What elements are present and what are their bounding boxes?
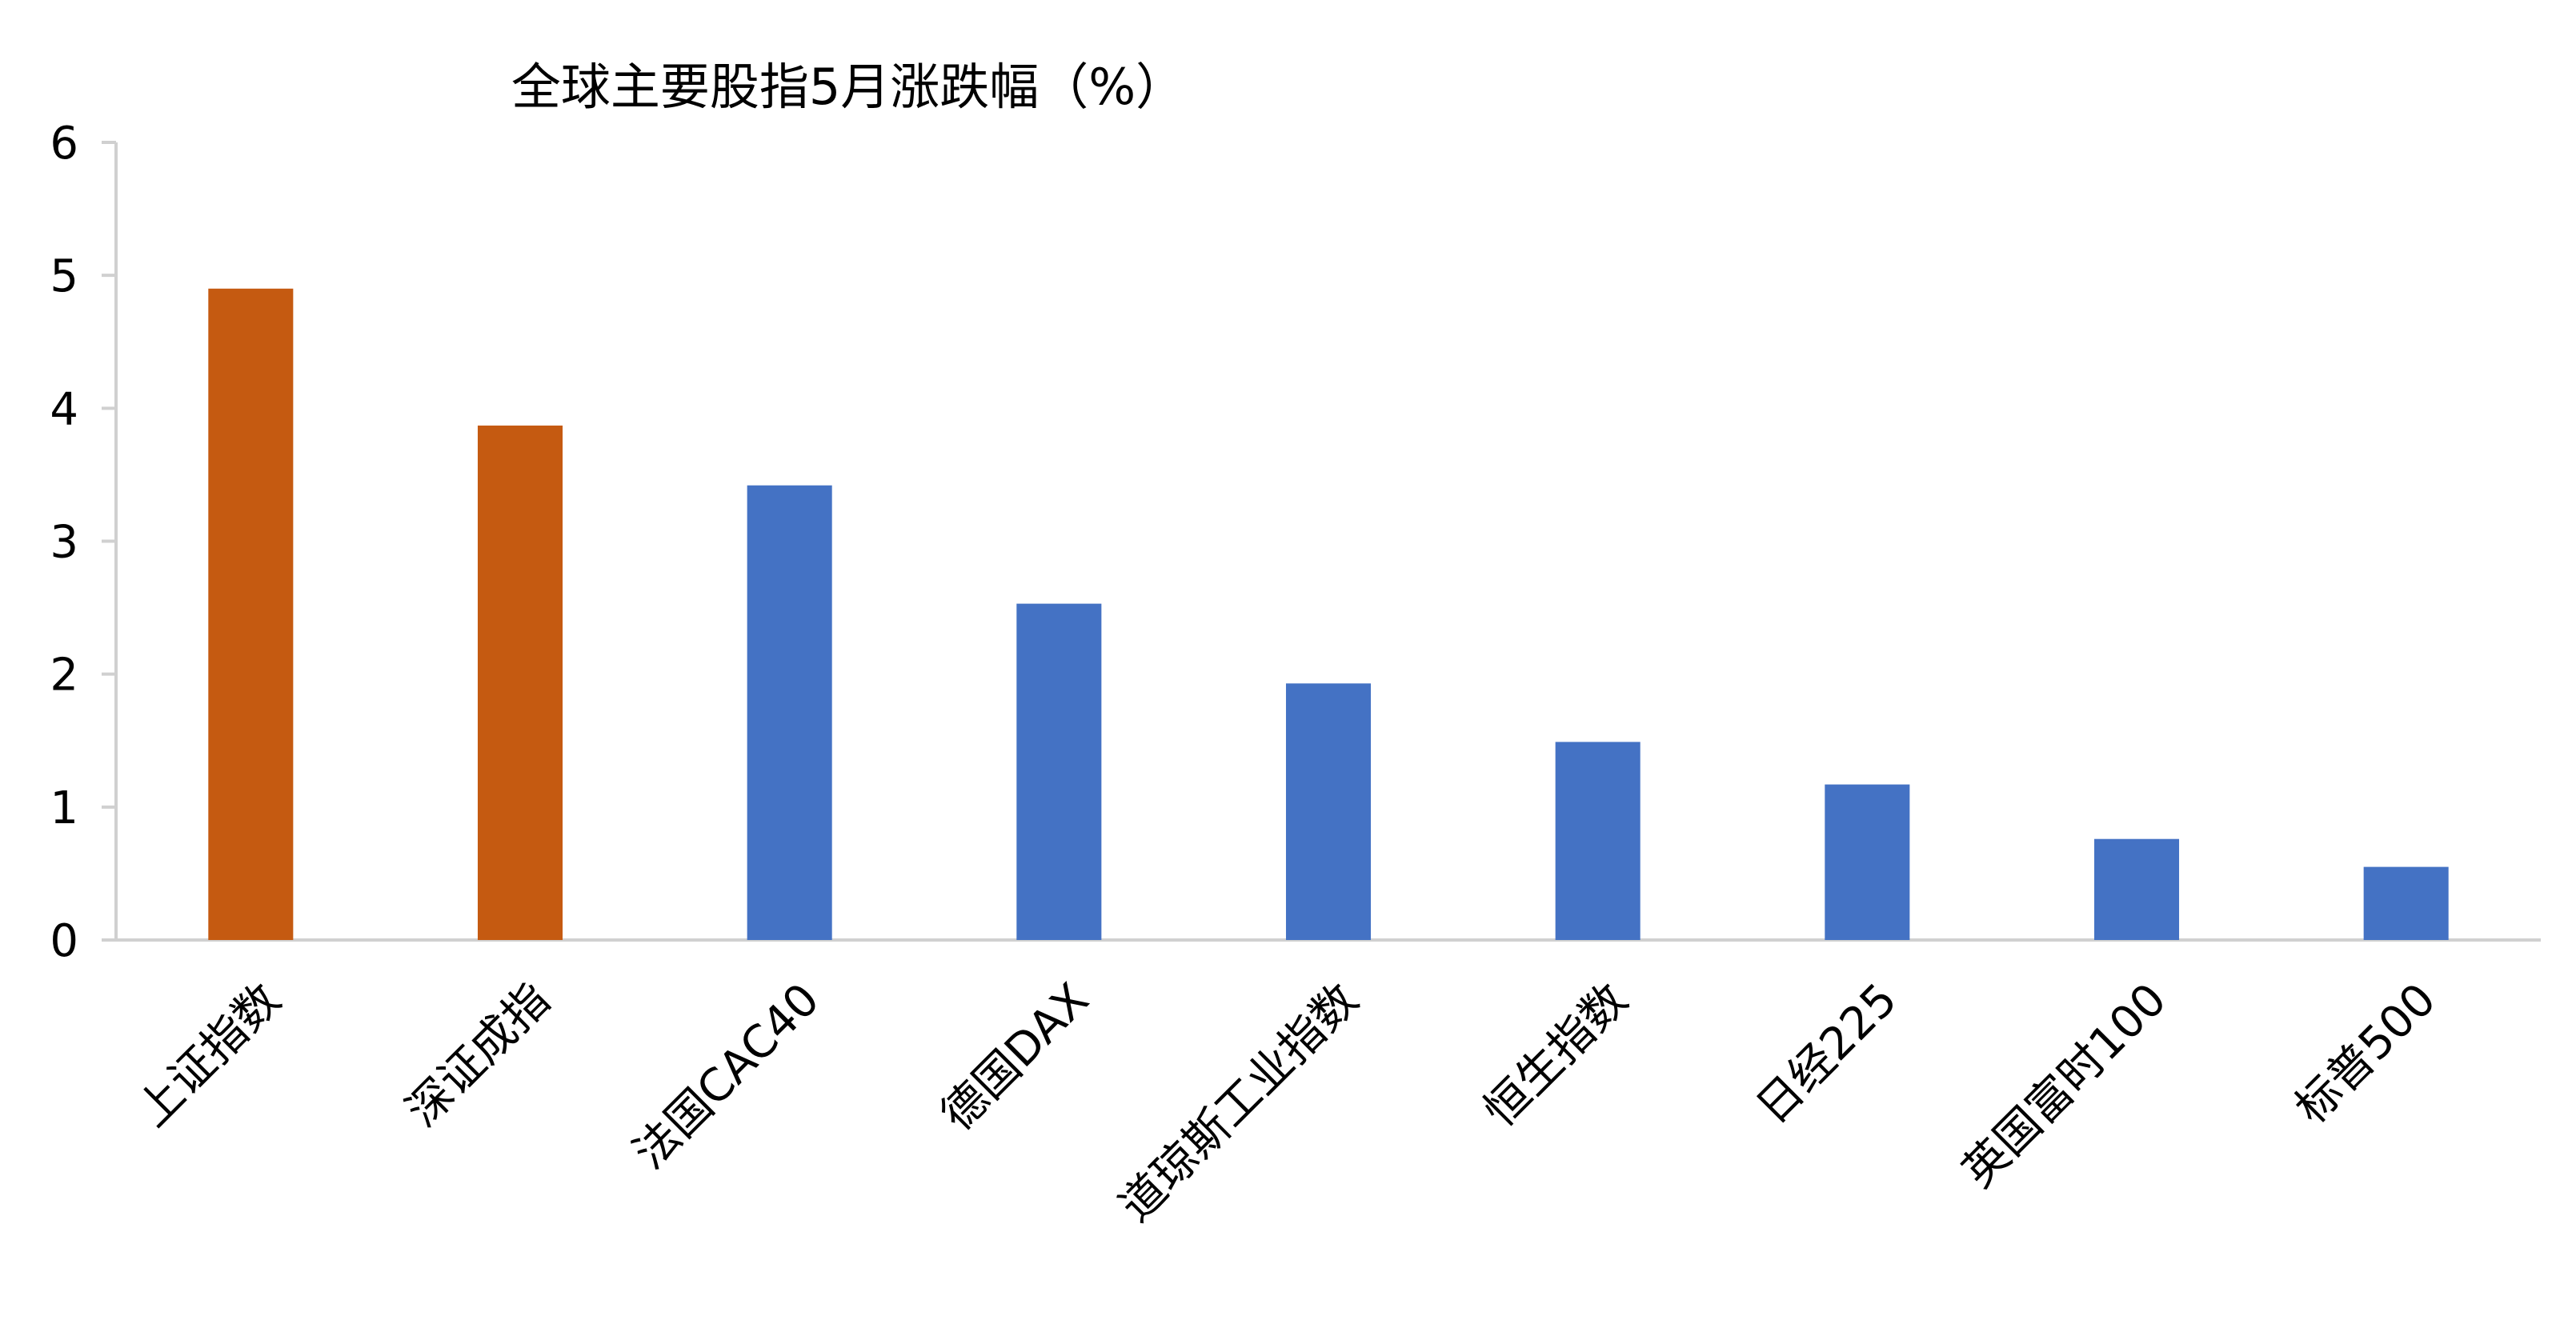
bar [1555, 742, 1641, 940]
bar [1016, 603, 1102, 940]
y-tick-label: 4 [50, 383, 78, 435]
y-tick-label: 1 [50, 782, 78, 834]
x-tick-label: 上证指数 [127, 974, 290, 1137]
chart-title: 全球主要股指5月涨跌幅（%） [511, 58, 1185, 116]
x-tick-label: 德国DAX [931, 974, 1099, 1141]
x-tick-label: 法国CAC40 [623, 974, 829, 1179]
bar [2093, 838, 2180, 940]
x-tick-label: 深证成指 [397, 974, 560, 1137]
x-tick-label: 道琼斯工业指数 [1110, 974, 1368, 1232]
bar [208, 288, 294, 940]
x-tick-label: 恒生指数 [1474, 974, 1637, 1137]
y-axis: 0 1 2 3 4 5 6 [50, 118, 118, 967]
y-tick-label: 6 [50, 118, 78, 170]
y-tick-label: 0 [50, 915, 78, 967]
x-tick-label: 日经225 [1746, 974, 1907, 1134]
x-axis: 上证指数 深证成指 法国CAC40 德国DAX 道琼斯工业指数 恒生指数 日经225 英国富时… [116, 938, 2541, 1232]
bar [2363, 866, 2449, 940]
bar [1285, 683, 1372, 940]
y-tick-label: 2 [50, 650, 78, 702]
x-tick-label: 标普500 [2286, 974, 2446, 1134]
bar [1825, 784, 1910, 940]
bar [747, 485, 832, 940]
y-tick-label: 3 [50, 517, 78, 569]
bar [477, 425, 563, 940]
bars [208, 288, 2449, 940]
x-tick-label: 英国富时100 [1953, 974, 2177, 1198]
y-tick-label: 5 [50, 250, 78, 302]
